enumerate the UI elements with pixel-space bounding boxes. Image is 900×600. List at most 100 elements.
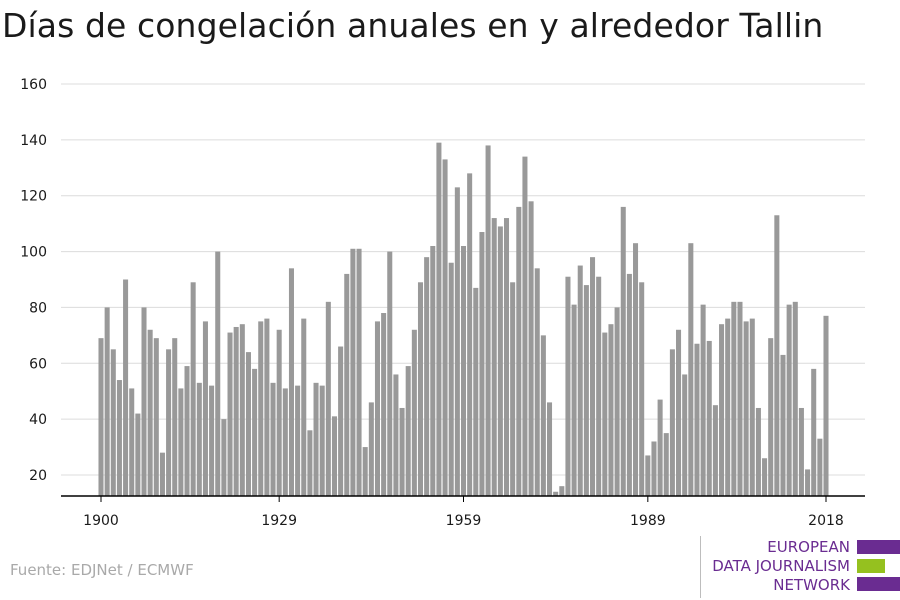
bar-1966 xyxy=(503,218,510,496)
bar-1990 xyxy=(651,441,657,496)
bar-2008 xyxy=(762,458,768,496)
bar-1953 xyxy=(424,257,430,496)
bar-1905 xyxy=(129,388,135,496)
bar-1952 xyxy=(417,282,424,496)
bar-1921 xyxy=(227,332,233,496)
bar-1958 xyxy=(454,187,460,496)
bar-1982 xyxy=(602,332,608,496)
bar-2002 xyxy=(725,318,731,496)
bar-2000 xyxy=(712,405,718,496)
bar-1945 xyxy=(374,321,380,496)
bar-1900 xyxy=(98,338,104,496)
bar-1926 xyxy=(258,321,264,496)
bar-1911 xyxy=(166,349,172,496)
bar-1936 xyxy=(319,385,325,496)
bar-1976 xyxy=(565,276,571,496)
bar-2018 xyxy=(823,315,829,496)
bar-2006 xyxy=(749,318,755,496)
bar-1986 xyxy=(626,273,632,496)
bar-1996 xyxy=(688,243,694,496)
logo-line-2: DATA JOURNALISM xyxy=(712,557,850,575)
edjnet-logo[interactable]: EUROPEAN DATA JOURNALISM NETWORK xyxy=(700,536,900,598)
bar-1928 xyxy=(270,382,276,496)
bar-1930 xyxy=(282,388,288,496)
bar-1968 xyxy=(516,206,522,496)
bar-1920 xyxy=(221,419,227,496)
bar-1993 xyxy=(669,349,675,496)
bars xyxy=(98,142,829,497)
bar-1902 xyxy=(110,349,116,496)
bar-2010 xyxy=(774,215,780,496)
bar-2015 xyxy=(805,469,811,496)
logo-bar-purple-bottom xyxy=(857,577,900,591)
bar-1939 xyxy=(338,346,344,496)
bar-1987 xyxy=(633,243,639,496)
source-note: Fuente: EDJNet / ECMWF xyxy=(10,561,194,579)
bar-1944 xyxy=(368,402,374,496)
bar-2007 xyxy=(755,407,761,496)
bar-1949 xyxy=(399,407,405,496)
bar-1910 xyxy=(159,452,165,496)
logo-bar-green xyxy=(857,559,885,573)
y-tick-label: 120 xyxy=(20,189,47,205)
bar-1914 xyxy=(184,366,190,496)
bar-1964 xyxy=(491,218,497,496)
bar-1980 xyxy=(590,257,596,496)
logo-divider xyxy=(700,536,701,598)
bar-1985 xyxy=(620,206,626,496)
bar-1908 xyxy=(147,329,153,496)
bar-1940 xyxy=(344,273,350,496)
bar-1955 xyxy=(436,142,442,496)
bar-1988 xyxy=(639,282,645,496)
bar-1948 xyxy=(393,374,399,496)
logo-line-1: EUROPEAN xyxy=(767,538,850,556)
bar-1927 xyxy=(264,318,270,496)
bar-1932 xyxy=(295,385,301,496)
y-tick-label: 160 xyxy=(20,77,47,93)
logo-bar-purple-top xyxy=(857,540,900,554)
bar-1954 xyxy=(430,245,436,496)
bar-1947 xyxy=(387,251,393,496)
bar-1913 xyxy=(178,388,184,496)
bar-2017 xyxy=(817,438,823,496)
bar-1998 xyxy=(700,304,706,496)
bar-1970 xyxy=(528,201,534,497)
bar-1946 xyxy=(381,313,387,496)
bar-1961 xyxy=(473,287,479,496)
bar-1974 xyxy=(553,491,559,496)
y-tick-label: 80 xyxy=(29,300,47,316)
bar-2004 xyxy=(737,301,743,496)
bar-1906 xyxy=(135,413,141,496)
y-tick-label: 60 xyxy=(29,356,47,372)
bar-1992 xyxy=(663,433,669,496)
bar-1931 xyxy=(288,268,294,496)
bar-1941 xyxy=(350,248,356,496)
logo-line-3: NETWORK xyxy=(773,576,850,594)
bar-1901 xyxy=(104,307,110,496)
bar-1991 xyxy=(657,399,663,496)
x-tick-label: 2018 xyxy=(808,513,844,529)
bar-1922 xyxy=(233,326,239,496)
bar-1933 xyxy=(301,318,307,496)
bar-1924 xyxy=(245,352,251,496)
bar-1943 xyxy=(362,447,368,496)
x-tick-label: 1989 xyxy=(630,513,666,529)
x-tick-label: 1900 xyxy=(83,513,119,529)
bar-1962 xyxy=(479,232,485,496)
y-tick-label: 140 xyxy=(20,133,47,149)
bar-1918 xyxy=(209,385,215,496)
bar-1971 xyxy=(534,268,540,496)
bar-1981 xyxy=(596,276,602,496)
bar-1929 xyxy=(276,329,282,496)
bar-1967 xyxy=(510,282,516,496)
bar-2003 xyxy=(731,301,737,496)
bar-1919 xyxy=(215,251,221,496)
bar-1997 xyxy=(694,343,700,496)
bar-1973 xyxy=(547,402,553,496)
bar-1960 xyxy=(467,173,473,496)
bar-2001 xyxy=(719,324,725,496)
bar-2011 xyxy=(780,354,786,496)
bar-1977 xyxy=(571,304,577,496)
x-tick-label: 1929 xyxy=(261,513,297,529)
